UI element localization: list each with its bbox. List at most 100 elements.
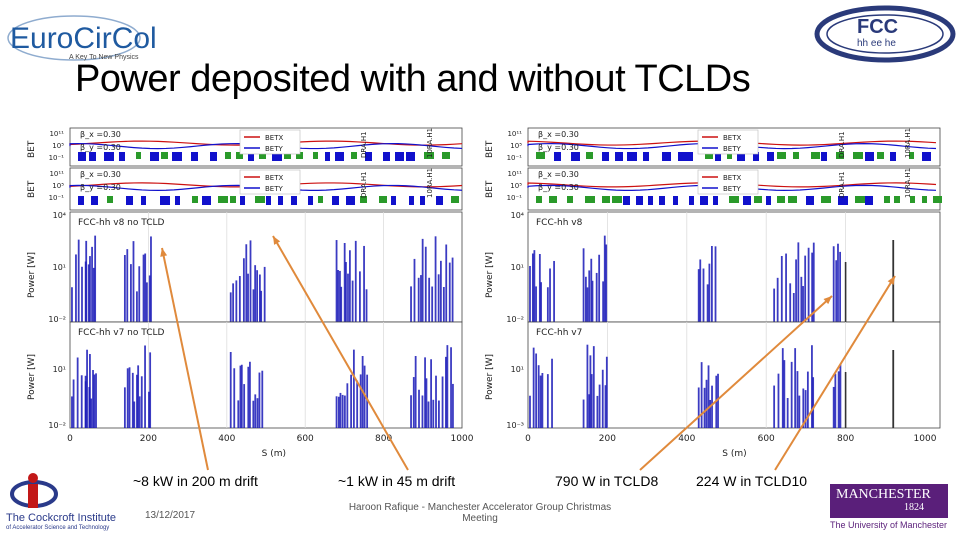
eurocircol-logo: EuroCirCol A Key To New Physics: [6, 14, 157, 66]
optics-ylabel: BET: [27, 180, 37, 198]
optics-element: [284, 152, 291, 159]
optics-element: [700, 196, 708, 205]
optics-element: [296, 152, 303, 159]
optics-element: [571, 152, 580, 161]
x-tick: 1000: [451, 434, 474, 444]
legend-betx: BETX: [265, 134, 284, 142]
optics-element: [379, 196, 387, 203]
optics-element: [821, 196, 831, 203]
cockcroft-sub: of Accelerator Science and Technology: [6, 525, 110, 531]
optics-element: [549, 196, 557, 203]
optics-element: [78, 196, 84, 205]
power-ytick: 10⁴: [53, 211, 66, 220]
optics-element: [141, 196, 146, 205]
element-label-dra: DRA.H1: [838, 131, 846, 158]
optics-element: [318, 196, 323, 203]
element-label-dra: DRA.H1: [360, 171, 368, 198]
optics-element: [424, 152, 434, 159]
arrow-224w-head: [887, 276, 895, 285]
optics-element: [395, 152, 404, 161]
element-label-10ra: 10RA.H1: [904, 168, 912, 198]
optics-ytick: 10⁵: [510, 182, 522, 190]
optics-ytick: 10⁻¹: [49, 154, 65, 162]
panel-title: FCC-hh v8: [536, 218, 583, 228]
manchester-sub: The University of Manchester: [830, 520, 948, 530]
optics-element: [160, 196, 170, 205]
optics-element: [89, 152, 96, 161]
x-tick: 200: [599, 434, 616, 444]
manchester-year: 1824: [904, 502, 924, 513]
beta-y-label: β_y =0.30: [538, 143, 579, 152]
optics-element: [451, 196, 459, 203]
optics-element: [150, 152, 159, 161]
x-tick: 800: [375, 434, 392, 444]
optics-element: [78, 152, 86, 161]
panel-title: FCC-hh v7: [536, 328, 582, 338]
optics-element: [753, 152, 759, 161]
optics-element: [191, 152, 198, 161]
optics-element: [894, 196, 900, 203]
optics-element: [836, 152, 844, 159]
optics-element: [210, 152, 217, 161]
optics-element: [777, 152, 786, 159]
power-ytick: 10⁴: [511, 211, 524, 220]
optics-element: [436, 196, 443, 205]
optics-element: [119, 152, 125, 161]
optics-element: [922, 152, 931, 161]
optics-element: [865, 152, 874, 161]
optics-element: [855, 196, 865, 203]
optics-element: [713, 196, 718, 205]
legend-box: [239, 169, 301, 195]
legend-bety: BETY: [265, 185, 284, 193]
optics-element: [636, 196, 643, 205]
cockcroft-logo: The Cockcroft Institute of Accelerator S…: [4, 472, 138, 536]
legend-bety: BETY: [723, 145, 742, 153]
optics-ytick: 10¹¹: [49, 130, 64, 138]
optics-element: [689, 196, 694, 205]
optics-element: [332, 196, 339, 205]
optics-element: [909, 152, 914, 159]
element-label-dra: DRA.H1: [360, 131, 368, 158]
optics-element: [662, 152, 671, 161]
optics-ytick: 10¹¹: [49, 170, 64, 178]
power-ylabel-top: Power [W]: [27, 252, 37, 298]
optics-element: [126, 196, 133, 205]
optics-element: [325, 152, 330, 161]
optics-element: [255, 196, 265, 203]
optics-element: [602, 196, 610, 203]
beta-x-label: β_x =0.30: [538, 130, 579, 139]
fcc-logo-text: FCC: [857, 16, 899, 38]
optics-ytick: 10⁵: [52, 182, 64, 190]
eurocircol-tagline: A Key To New Physics: [69, 54, 139, 61]
beta-y-label: β_y =0.30: [538, 183, 579, 192]
optics-element: [278, 196, 283, 205]
footer-author: Haroon Rafique - Manchester Accelerator …: [348, 502, 612, 524]
power-ylabel-bot: Power [W]: [27, 354, 37, 400]
x-axis-label: S (m): [722, 449, 746, 459]
optics-element: [409, 196, 414, 205]
optics-element: [922, 196, 927, 203]
panel-title: FCC-hh v7 no TCLD: [78, 328, 165, 338]
element-label-10ra: 10RA.H1: [426, 128, 434, 158]
optics-element: [308, 196, 313, 205]
legend-betx: BETX: [723, 174, 742, 182]
optics-element: [838, 196, 848, 205]
optics-element: [648, 196, 653, 205]
optics-element: [623, 196, 630, 205]
optics-element: [673, 196, 678, 205]
optics-element: [442, 152, 450, 159]
arrow-8kw-head: [160, 248, 168, 257]
power-ytick: 10¹: [511, 263, 524, 272]
x-tick: 200: [140, 434, 157, 444]
optics-element: [586, 152, 593, 159]
optics-ylabel: BET: [27, 140, 37, 158]
x-tick: 0: [67, 434, 73, 444]
optics-element: [291, 196, 297, 205]
optics-element: [705, 152, 713, 159]
optics-element: [853, 152, 863, 159]
optics-element: [688, 152, 693, 161]
legend-bety: BETY: [723, 185, 742, 193]
fcc-logo: FCC hh ee he: [814, 4, 956, 64]
optics-element: [933, 196, 942, 203]
optics-element: [612, 196, 622, 203]
